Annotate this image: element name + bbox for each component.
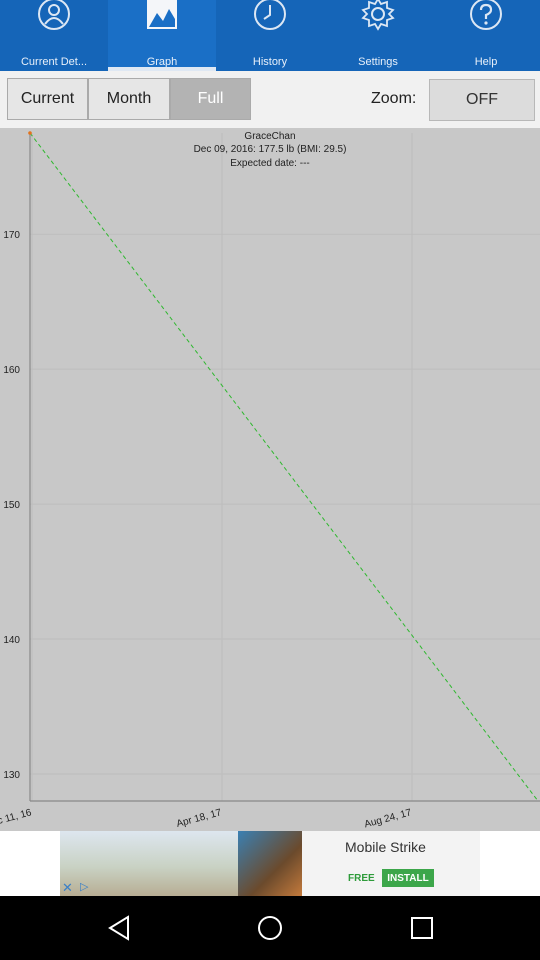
recents-icon	[411, 917, 433, 939]
adchoices-icon[interactable]: ▷	[80, 881, 89, 893]
tab-label: Settings	[358, 56, 398, 68]
tab-history[interactable]: History	[216, 0, 324, 71]
back-button[interactable]	[97, 906, 141, 950]
ad-free-label: FREE	[348, 873, 375, 884]
ad-close-icon[interactable]: ✕	[62, 880, 73, 895]
tab-current-details[interactable]: Current Det...	[0, 0, 108, 71]
trend-line	[29, 132, 539, 802]
person-icon	[38, 0, 70, 30]
tab-graph[interactable]: Graph	[108, 0, 216, 71]
tab-help[interactable]: Help	[432, 0, 540, 71]
x-tick-label: Apr 18, 17	[175, 807, 223, 830]
y-tick-label: 140	[3, 635, 20, 646]
data-point	[28, 131, 32, 135]
tab-label: Help	[474, 56, 498, 68]
range-full-button[interactable]: Full	[170, 78, 251, 120]
tab-settings[interactable]: Settings	[324, 0, 432, 71]
picture-icon	[147, 0, 177, 29]
ad-image-soldier[interactable]	[238, 831, 302, 896]
help-icon	[470, 0, 502, 30]
clock-icon	[254, 0, 286, 30]
y-tick-label: 150	[3, 500, 20, 511]
y-tick-label: 170	[3, 230, 20, 241]
zoom-toggle-button[interactable]: OFF	[429, 79, 535, 121]
recents-button[interactable]	[400, 906, 444, 950]
y-tick-label: 130	[3, 770, 20, 781]
weight-chart[interactable]: 130 140 150 160 170 Dec 11, 16 Apr 18, 17 Aug 2…	[0, 128, 540, 831]
chart-annotation-line1: Dec 09, 2016: 177.5 lb (BMI: 29.5)	[194, 144, 347, 155]
ad-image-battlefield[interactable]	[60, 831, 238, 896]
tab-label: Graph	[146, 56, 178, 68]
chart-annotation-line2: Expected date: ---	[230, 158, 309, 169]
gear-icon	[361, 0, 395, 31]
y-tick-label: 160	[3, 365, 20, 376]
range-current-button[interactable]: Current	[7, 78, 88, 120]
ad-title[interactable]: Mobile Strike	[345, 839, 426, 855]
tab-label: History	[252, 56, 288, 68]
back-icon	[108, 915, 129, 941]
chart-title: GraceChan	[244, 131, 295, 142]
top-tab-bar: Current Det... Graph History Settings	[0, 0, 540, 71]
ad-install-button[interactable]: INSTALL	[382, 869, 434, 887]
ad-banner[interactable]: Mobile Strike FREE INSTALL ✕ ▷	[0, 831, 540, 896]
home-icon	[258, 916, 282, 940]
tab-label: Current Det...	[20, 56, 88, 68]
x-tick-label: Aug 24, 17	[363, 807, 413, 830]
system-nav-bar	[0, 896, 540, 960]
home-button[interactable]	[248, 906, 292, 950]
range-month-button[interactable]: Month	[88, 78, 170, 120]
x-tick-label: Dec 11, 16	[0, 807, 33, 830]
zoom-label: Zoom:	[371, 90, 417, 107]
